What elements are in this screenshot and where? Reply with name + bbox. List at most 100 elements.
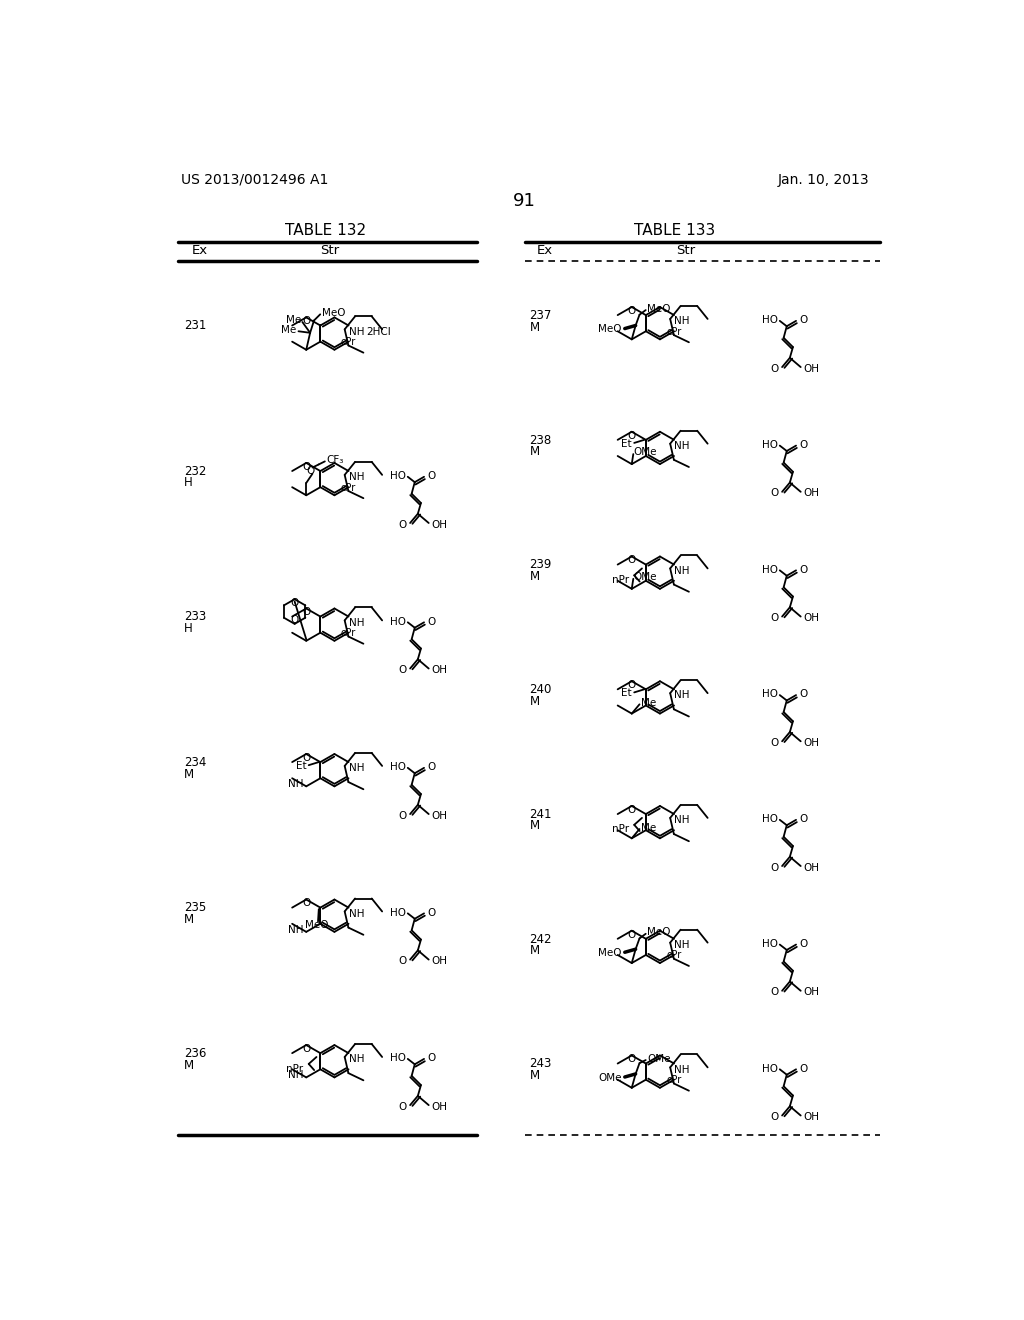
Text: O: O [398,520,407,529]
Text: Str: Str [319,244,339,257]
Text: HO: HO [390,908,407,917]
Text: 2HCl: 2HCl [367,326,391,337]
Text: O: O [307,466,315,475]
Text: MeO: MeO [598,325,622,334]
Text: cPr: cPr [667,1074,681,1085]
Text: 91: 91 [513,191,537,210]
Text: M: M [529,944,540,957]
Text: OH: OH [432,810,447,821]
Text: H: H [183,477,193,490]
Text: 241: 241 [529,808,552,821]
Text: HO: HO [762,814,778,824]
Text: nPr: nPr [611,825,629,834]
Text: Me: Me [641,698,656,708]
Text: cPr: cPr [341,337,356,347]
Text: 236: 236 [183,1047,206,1060]
Text: MeO: MeO [647,304,671,314]
Text: O: O [291,598,299,609]
Text: NH: NH [674,566,689,576]
Text: M: M [529,570,540,583]
Text: MeO: MeO [598,948,622,958]
Text: OH: OH [804,1111,820,1122]
Text: 240: 240 [529,684,552,696]
Text: 239: 239 [529,558,552,572]
Text: Me: Me [641,822,656,833]
Text: O: O [771,862,779,873]
Text: M: M [183,913,194,927]
Text: O: O [628,680,636,690]
Text: TABLE 133: TABLE 133 [634,223,715,238]
Text: OMe: OMe [633,446,656,457]
Text: H: H [183,622,193,635]
Text: 235: 235 [183,902,206,915]
Text: OH: OH [432,520,447,529]
Text: O: O [302,317,310,326]
Text: cPr: cPr [667,326,681,337]
Text: Et: Et [622,438,632,449]
Text: US 2013/0012496 A1: US 2013/0012496 A1 [180,173,328,187]
Text: O: O [799,440,807,450]
Text: OMe: OMe [633,572,656,582]
Text: Et: Et [622,688,632,698]
Text: O: O [799,689,807,700]
Text: M: M [529,820,540,833]
Text: O: O [302,462,310,471]
Text: O: O [398,956,407,966]
Text: Jan. 10, 2013: Jan. 10, 2013 [777,173,869,187]
Text: CF₃: CF₃ [327,455,344,465]
Text: M: M [529,445,540,458]
Text: OH: OH [804,738,820,748]
Text: HO: HO [390,616,407,627]
Text: NH: NH [288,1071,303,1080]
Text: O: O [771,612,779,623]
Text: O: O [398,1102,407,1111]
Text: NH: NH [348,908,365,919]
Text: nPr: nPr [611,576,629,585]
Text: OMe: OMe [598,1073,622,1082]
Text: HO: HO [390,471,407,480]
Text: 232: 232 [183,465,206,478]
Text: HO: HO [762,565,778,574]
Text: nPr: nPr [286,1064,303,1073]
Text: M: M [183,1059,194,1072]
Text: 242: 242 [529,933,552,945]
Text: O: O [302,607,310,618]
Text: NH: NH [674,317,689,326]
Text: NH: NH [288,924,303,935]
Text: O: O [398,810,407,821]
Text: 238: 238 [529,434,552,446]
Text: Et: Et [296,760,306,771]
Text: O: O [302,752,310,763]
Text: O: O [302,899,310,908]
Text: MeO: MeO [322,308,345,318]
Text: NH: NH [674,441,689,451]
Text: NH: NH [348,618,365,628]
Text: cPr: cPr [341,628,356,638]
Text: OH: OH [804,612,820,623]
Text: O: O [799,814,807,824]
Text: O: O [628,430,636,441]
Text: O: O [427,908,435,917]
Text: HO: HO [390,1053,407,1063]
Text: OMe: OMe [647,1053,671,1064]
Text: 234: 234 [183,756,206,770]
Text: O: O [771,1111,779,1122]
Text: O: O [628,556,636,565]
Text: O: O [771,488,779,499]
Text: OH: OH [804,862,820,873]
Text: HO: HO [762,1064,778,1073]
Text: O: O [291,615,299,624]
Text: OH: OH [804,363,820,374]
Text: cPr: cPr [341,483,356,492]
Text: 233: 233 [183,610,206,623]
Text: NH: NH [288,779,303,789]
Text: O: O [628,805,636,814]
Text: Ex: Ex [537,244,553,257]
Text: Me: Me [286,315,301,326]
Text: HO: HO [762,689,778,700]
Text: 231: 231 [183,319,206,333]
Text: NH: NH [348,326,365,337]
Text: O: O [799,315,807,325]
Text: NH: NH [348,1055,365,1064]
Text: 237: 237 [529,309,552,322]
